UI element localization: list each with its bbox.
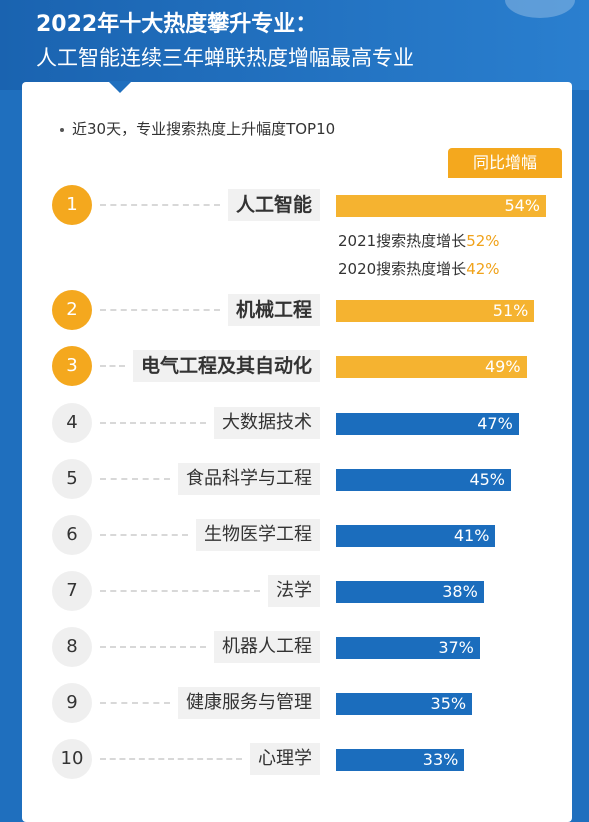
chart-row: 3 电气工程及其自动化 49% [0, 346, 589, 386]
rank-badge: 3 [52, 346, 92, 386]
annotation-2021-text: 2021搜索热度增长 [338, 232, 467, 250]
bullet-dot-icon [60, 127, 64, 132]
chart-row: 8 机器人工程 37% [0, 627, 589, 667]
legend-label: 同比增幅 [448, 148, 562, 178]
bar: 47% [336, 413, 519, 435]
rank-badge: 6 [52, 515, 92, 555]
bar-value-label: 37% [438, 638, 474, 657]
dashed-leader [100, 204, 220, 206]
chart-row: 1 人工智能 54% [0, 185, 589, 225]
category-label: 人工智能 [228, 189, 321, 221]
annotation-2021-value: 52% [466, 232, 500, 250]
category-label: 电气工程及其自动化 [133, 350, 321, 382]
chart-note: 近30天，专业搜索热度上升幅度TOP10 [60, 118, 335, 139]
bar: 38% [336, 581, 484, 603]
annotation-2020-value: 42% [466, 260, 500, 278]
chart-row: 6 生物医学工程 41% [0, 515, 589, 555]
bar-value-label: 45% [469, 470, 505, 489]
dashed-leader [100, 646, 206, 648]
bar-value-label: 51% [492, 301, 529, 320]
bar: 37% [336, 637, 480, 659]
rank-badge: 7 [52, 571, 92, 611]
decorative-bubble [505, 0, 575, 18]
bar-value-label: 49% [484, 357, 521, 376]
rank-badge: 1 [52, 185, 92, 225]
speech-notch [108, 81, 132, 93]
bar: 35% [336, 693, 473, 715]
bar-value-label: 38% [442, 582, 478, 601]
header-banner: 2022年十大热度攀升专业： 人工智能连续三年蝉联热度增幅最高专业 [0, 0, 589, 90]
bar-value-label: 54% [504, 196, 540, 215]
category-label: 大数据技术 [214, 407, 320, 439]
dashed-leader [100, 365, 125, 367]
dashed-leader [100, 478, 170, 480]
bar: 51% [336, 300, 535, 322]
category-label: 健康服务与管理 [178, 687, 320, 719]
bar: 45% [336, 469, 511, 491]
dashed-leader [100, 534, 188, 536]
category-label: 生物医学工程 [196, 519, 320, 551]
category-label: 心理学 [250, 743, 320, 775]
bar-value-label: 41% [453, 526, 490, 545]
dashed-leader [100, 422, 206, 424]
bar: 54% [336, 195, 546, 217]
rank-badge: 9 [52, 683, 92, 723]
bar: 49% [336, 356, 527, 378]
chart-row: 5 食品科学与工程 45% [0, 459, 589, 499]
bar: 33% [336, 749, 465, 771]
page-subtitle: 人工智能连续三年蝉联热度增幅最高专业 [36, 46, 414, 70]
dashed-leader [100, 758, 242, 760]
category-label: 食品科学与工程 [178, 463, 320, 495]
dashed-leader [100, 702, 170, 704]
chart-row: 9 健康服务与管理 35% [0, 683, 589, 723]
chart-row: 7 法学 38% [0, 571, 589, 611]
chart-row: 10 心理学 33% [0, 739, 589, 779]
annotation-2021: 2021搜索热度增长52% [338, 230, 500, 251]
rank-badge: 2 [52, 290, 92, 330]
bar-value-label: 35% [430, 694, 467, 713]
rank-badge: 5 [52, 459, 92, 499]
category-label: 法学 [268, 575, 320, 607]
page-title: 2022年十大热度攀升专业： [36, 12, 318, 37]
dashed-leader [100, 590, 260, 592]
category-label: 机器人工程 [214, 631, 320, 663]
annotation-2020-text: 2020搜索热度增长 [338, 260, 467, 278]
bar: 41% [336, 525, 496, 547]
chart-row: 4 大数据技术 47% [0, 403, 589, 443]
annotation-2020: 2020搜索热度增长42% [338, 258, 500, 279]
dashed-leader [100, 309, 220, 311]
chart-row: 2 机械工程 51% [0, 290, 589, 330]
bar-value-label: 33% [422, 750, 459, 769]
rank-badge: 10 [52, 739, 92, 779]
rank-badge: 4 [52, 403, 92, 443]
category-label: 机械工程 [228, 294, 321, 326]
rank-badge: 8 [52, 627, 92, 667]
chart-note-text: 近30天，专业搜索热度上升幅度TOP10 [72, 120, 336, 138]
bar-value-label: 47% [477, 414, 513, 433]
